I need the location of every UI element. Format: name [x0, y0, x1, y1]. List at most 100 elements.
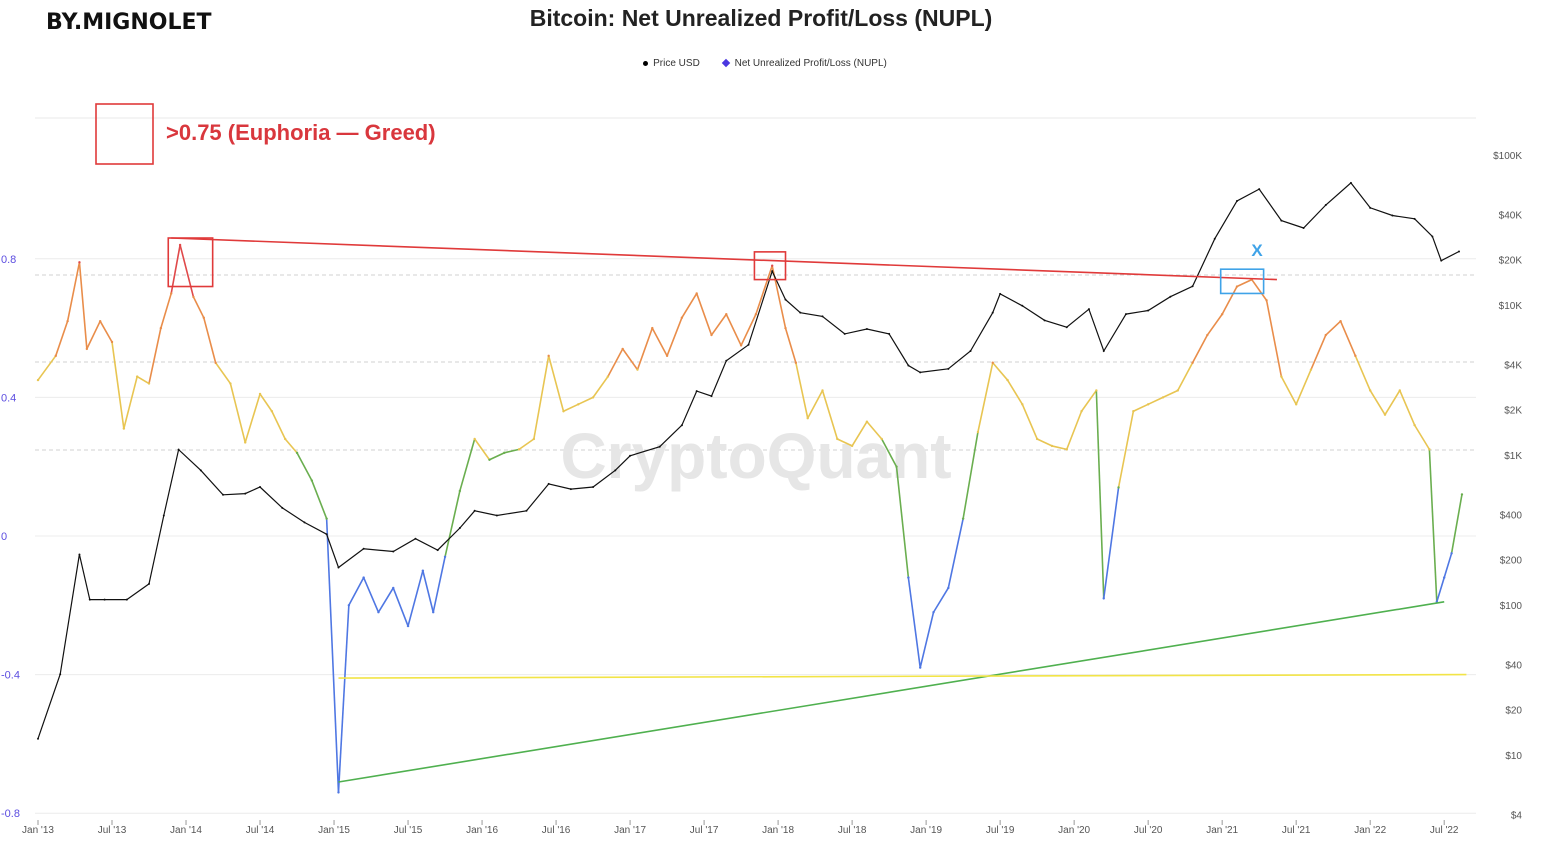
nupl-segment — [919, 612, 935, 668]
nupl-segment — [271, 410, 286, 440]
nupl-segment — [907, 577, 921, 668]
x-axis-tick-label: Jul '18 — [838, 825, 867, 836]
right-axis-tick-label: $400 — [1500, 511, 1523, 522]
x-axis-tick-label: Jan '19 — [910, 825, 942, 836]
x-axis-tick-label: Jul '21 — [1282, 825, 1311, 836]
nupl-segment — [607, 348, 624, 377]
nupl-point — [1398, 389, 1401, 392]
nupl-segment — [111, 341, 125, 429]
nupl-point — [547, 354, 550, 358]
nupl-point — [636, 368, 639, 371]
nupl-segment — [695, 293, 713, 336]
x-axis-tick-label: Jul '17 — [690, 825, 719, 836]
x-mark-label: X — [1251, 241, 1263, 260]
nupl-point — [880, 437, 883, 441]
nupl-point — [488, 458, 491, 461]
price-point — [547, 482, 550, 485]
nupl-segment — [1339, 320, 1357, 357]
nupl-segment — [160, 293, 172, 329]
left-axis-tick-label: 0.8 — [1, 254, 16, 266]
price-point — [162, 514, 165, 517]
nupl-segment — [1102, 487, 1120, 599]
x-axis-tick-label: Jul '19 — [986, 825, 1015, 836]
nupl-point — [1065, 448, 1068, 451]
price-point — [473, 509, 476, 512]
price-point — [907, 364, 910, 367]
nupl-segment — [136, 375, 150, 385]
nupl-segment — [55, 320, 69, 357]
price-point — [148, 582, 151, 585]
x-axis-tick-label: Jan '20 — [1058, 825, 1090, 836]
nupl-point — [1265, 299, 1268, 302]
nupl-segment — [577, 396, 594, 406]
nupl-segment — [1369, 390, 1386, 416]
price-point — [1147, 309, 1150, 312]
nupl-point — [947, 586, 950, 590]
x-axis-tick-label: Jan '21 — [1206, 825, 1238, 836]
nupl-segment — [1251, 279, 1268, 301]
nupl-point — [770, 264, 774, 267]
left-axis-tick-label: -0.4 — [1, 670, 20, 682]
nupl-point — [1309, 368, 1313, 371]
nupl-point — [754, 313, 758, 316]
nupl-point — [784, 326, 787, 330]
nupl-point — [806, 416, 809, 420]
chart-title: Bitcoin: Net Unrealized Profit/Loss (NUP… — [529, 5, 993, 31]
nupl-point — [739, 344, 743, 347]
nupl-segment — [1310, 334, 1327, 370]
nupl-segment — [1450, 494, 1463, 554]
x-axis-tick-label: Jan '17 — [614, 825, 646, 836]
nupl-point — [1035, 437, 1039, 441]
price-point — [1213, 237, 1216, 240]
nupl-point — [202, 316, 205, 319]
nupl-segment — [740, 313, 757, 346]
nupl-segment — [1236, 278, 1253, 288]
nupl-point — [295, 451, 299, 455]
nupl-point — [258, 392, 262, 396]
price-series — [37, 181, 1460, 740]
right-axis-ticks: $100K $40K $20K $10K $4K $2K $1K $400 $200 $100 $4… — [1493, 151, 1522, 822]
nupl-segment — [296, 452, 313, 481]
nupl-segment — [1133, 403, 1149, 412]
nupl-segment — [259, 393, 273, 412]
nupl-point — [283, 437, 287, 441]
nupl-point — [1006, 378, 1009, 382]
nupl-point — [517, 448, 521, 451]
nupl-point — [1102, 597, 1105, 600]
nupl-point — [1176, 389, 1179, 392]
trend-line-yellow — [338, 673, 1467, 679]
nupl-point — [665, 354, 669, 358]
nupl-point — [270, 410, 274, 413]
x-axis-tick-label: Jan '15 — [318, 825, 350, 836]
price-point — [1258, 188, 1261, 191]
nupl-segment — [203, 317, 217, 363]
nupl-segment — [1006, 379, 1024, 405]
x-axis-tick-label: Jan '14 — [170, 825, 202, 836]
price-point — [103, 598, 106, 601]
nupl-segment — [895, 466, 910, 578]
nupl-segment — [992, 362, 1009, 381]
nupl-point — [421, 569, 425, 572]
nupl-point — [170, 292, 173, 295]
nupl-segment — [78, 262, 88, 349]
nupl-point — [66, 319, 69, 323]
nupl-point — [1413, 423, 1416, 427]
nupl-point — [621, 347, 624, 351]
nupl-segment — [444, 490, 461, 557]
nupl-segment — [592, 376, 609, 398]
nupl-point — [1428, 448, 1431, 451]
nupl-segment — [123, 376, 138, 429]
nupl-point — [1206, 333, 1209, 337]
price-point — [392, 550, 395, 553]
right-axis-tick-label: $2K — [1504, 406, 1522, 417]
price-point — [592, 485, 595, 488]
price-point — [1391, 214, 1394, 217]
nupl-segment — [86, 320, 101, 350]
euphoria-label: >0.75 (Euphoria — Greed) — [166, 120, 436, 145]
nupl-segment — [563, 403, 579, 412]
legend-item-nupl[interactable]: Net Unrealized Profit/Loss (NUPL) — [721, 58, 887, 69]
price-point — [629, 454, 632, 457]
price-point — [784, 298, 787, 301]
right-axis-tick-label: $20K — [1499, 256, 1523, 267]
legend-item-price[interactable]: Price USD — [643, 58, 700, 69]
